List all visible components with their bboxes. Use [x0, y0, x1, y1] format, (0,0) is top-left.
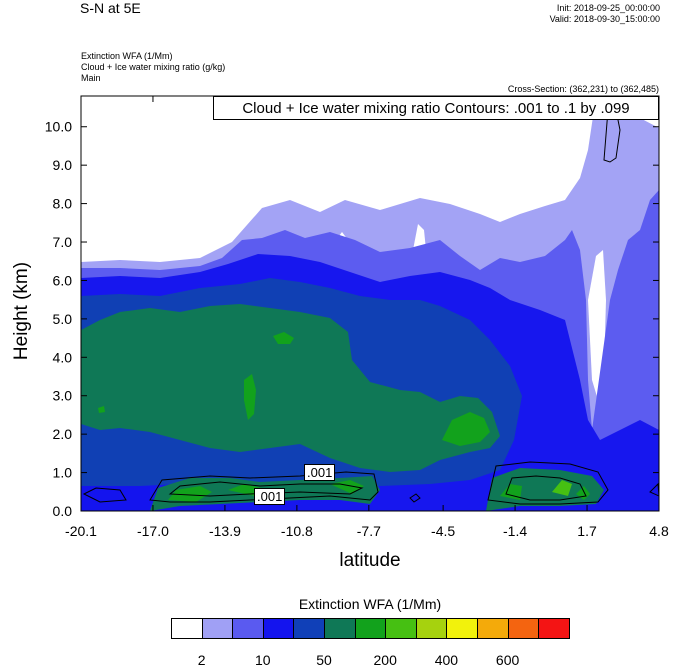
- colorbar-title: Extinction WFA (1/Mm): [298, 596, 442, 612]
- y-axis-ticks: 0.0 1.0 2.0 3.0 4.0 5.0 6.0 7.0 8.0 9.0 10.0: [45, 119, 659, 519]
- y-tick-label: 5.0: [53, 311, 73, 327]
- x-tick-label: 1.7: [577, 523, 597, 539]
- y-tick-label: 10.0: [45, 119, 72, 135]
- field-label-main: Main: [81, 73, 101, 83]
- colorbar-label: 10: [255, 652, 271, 668]
- y-tick-label: 2.0: [53, 426, 73, 442]
- field-label-extinction: Extinction WFA (1/Mm): [81, 51, 173, 61]
- low-level-region: [552, 480, 572, 496]
- colorbar-swatch: [507, 618, 540, 639]
- init-time: Init: 2018-09-25_00:00:00: [556, 3, 660, 13]
- colorbar-swatch: [293, 618, 325, 639]
- x-tick-label: -13.9: [209, 523, 241, 539]
- x-tick-label: -17.0: [137, 523, 169, 539]
- contour-info-box: Cloud + Ice water mixing ratio Contours:…: [213, 96, 659, 120]
- x-tick-label: -7.7: [357, 523, 381, 539]
- x-axis-ticks: -20.1 -17.0 -13.9 -10.8 -7.7 -4.5 -1.4 1.7 4.8: [65, 96, 669, 539]
- valid-time: Valid: 2018-09-30_15:00:00: [549, 14, 660, 24]
- contour-label: .001: [304, 464, 336, 481]
- level-200-region: [442, 412, 490, 446]
- y-tick-label: 1.0: [53, 465, 73, 481]
- x-tick-label: -10.8: [281, 523, 313, 539]
- y-axis-label: Height (km): [11, 261, 32, 361]
- y-tick-label: 6.0: [53, 272, 73, 288]
- colorbar-swatch: [171, 618, 203, 639]
- cross-section-label: Cross-Section: (362,231) to (362,485): [507, 84, 659, 94]
- x-axis-label: latitude: [339, 550, 401, 571]
- field-label-cloud: Cloud + Ice water mixing ratio (g/kg): [81, 62, 226, 72]
- colorbar-label: 400: [434, 652, 459, 668]
- colorbar-swatch: [385, 618, 417, 639]
- x-tick-label: -1.4: [503, 523, 527, 539]
- extinction-field: [81, 96, 659, 511]
- colorbar-swatch: [324, 618, 356, 639]
- level-150-region: [81, 304, 500, 472]
- contour-label: .001: [254, 488, 286, 505]
- x-tick-label: 4.8: [649, 523, 669, 539]
- colorbar-swatch: [354, 618, 387, 639]
- colorbar-swatch: [538, 618, 570, 639]
- low-level-region: [486, 468, 604, 511]
- low-level-region: [500, 484, 522, 500]
- colorbar-label: 600: [495, 652, 520, 668]
- colorbar-swatch: [477, 618, 509, 639]
- colorbar-swatch: [201, 618, 234, 639]
- plot-title: S-N at 5E: [80, 0, 141, 16]
- colorbar-label: 50: [316, 652, 332, 668]
- y-tick-label: 7.0: [53, 234, 73, 250]
- colorbar-swatch: [415, 618, 448, 639]
- colorbar-label: 200: [373, 652, 397, 668]
- low-level-region: [168, 486, 212, 502]
- low-level-region: [228, 484, 262, 496]
- colorbar-swatch: [232, 618, 264, 639]
- y-tick-label: 4.0: [53, 349, 73, 365]
- colorbar-swatch: [446, 618, 478, 639]
- y-tick-label: 3.0: [53, 388, 73, 404]
- y-tick-label: 8.0: [53, 196, 73, 212]
- x-tick-label: -20.1: [65, 523, 97, 539]
- level-200-region: [98, 406, 105, 413]
- colorbar-swatch: [262, 618, 295, 639]
- contour-info-text: Cloud + Ice water mixing ratio Contours:…: [242, 100, 630, 117]
- low-level-region: [81, 486, 150, 511]
- y-tick-label: 9.0: [53, 157, 73, 173]
- colorbar-label: 2: [197, 652, 206, 668]
- level-200-region: [273, 332, 294, 344]
- level-200-region: [244, 374, 256, 420]
- y-tick-label: 0.0: [53, 503, 73, 519]
- x-tick-label: -4.5: [431, 523, 455, 539]
